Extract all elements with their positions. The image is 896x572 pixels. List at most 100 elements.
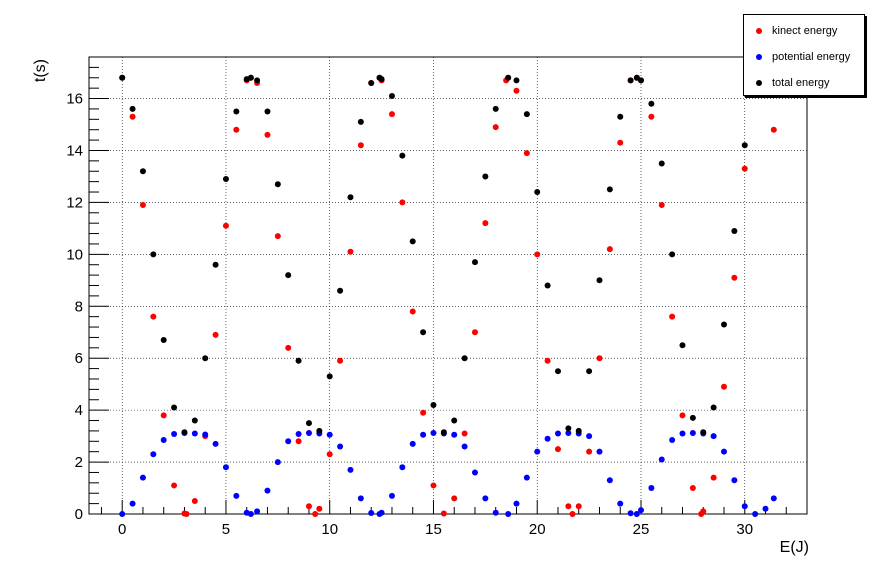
- data-point: [160, 412, 167, 419]
- data-point: [544, 282, 551, 289]
- legend-label: potential energy: [772, 51, 851, 63]
- data-point: [617, 500, 624, 507]
- data-point: [222, 222, 229, 229]
- data-point: [388, 111, 395, 118]
- data-point: [658, 202, 665, 209]
- data-point: [399, 464, 406, 471]
- legend-item-potential: potential energy: [744, 49, 850, 65]
- x-tick-label: 20: [529, 521, 546, 538]
- data-point: [171, 482, 178, 489]
- data-point: [596, 277, 603, 284]
- data-point: [752, 511, 759, 517]
- x-tick-label: 0: [118, 521, 126, 538]
- data-point: [513, 500, 520, 507]
- y-tick-label: 10: [66, 246, 83, 263]
- data-point: [482, 173, 489, 180]
- data-point: [326, 451, 333, 458]
- data-point: [710, 474, 717, 481]
- data-point: [191, 430, 198, 437]
- data-point: [378, 509, 385, 516]
- data-point: [461, 430, 468, 437]
- data-point: [430, 482, 437, 489]
- data-point: [492, 509, 499, 516]
- legend-item-kinect: kinect energy: [744, 23, 837, 39]
- plot-frame: [88, 56, 808, 515]
- data-point: [171, 404, 178, 411]
- data-point: [150, 313, 157, 320]
- data-point: [326, 431, 333, 438]
- data-point: [388, 492, 395, 499]
- data-point: [337, 357, 344, 364]
- data-point: [305, 429, 312, 436]
- data-point: [544, 435, 551, 442]
- data-point: [492, 105, 499, 112]
- data-point: [254, 77, 261, 84]
- data-point: [648, 485, 655, 492]
- data-point: [160, 436, 167, 443]
- data-point: [368, 509, 375, 516]
- data-point: [202, 355, 209, 362]
- data-point: [274, 459, 281, 466]
- data-point: [409, 238, 416, 245]
- data-point: [212, 261, 219, 268]
- data-point: [689, 414, 696, 421]
- data-point: [471, 329, 478, 336]
- data-point: [305, 503, 312, 510]
- data-point: [586, 368, 593, 375]
- data-point: [586, 448, 593, 455]
- data-point: [731, 227, 738, 234]
- data-point: [544, 357, 551, 364]
- data-point: [482, 495, 489, 502]
- data-point: [129, 105, 136, 112]
- data-point: [731, 274, 738, 281]
- data-point: [285, 438, 292, 445]
- data-point: [183, 511, 190, 517]
- data-point: [606, 186, 613, 193]
- data-point: [658, 456, 665, 463]
- data-point: [150, 451, 157, 458]
- data-point: [741, 503, 748, 510]
- data-point: [409, 308, 416, 315]
- data-point: [505, 74, 512, 81]
- data-point: [430, 401, 437, 408]
- data-point: [233, 108, 240, 115]
- data-point: [347, 466, 354, 473]
- y-tick-label: 4: [75, 402, 83, 419]
- data-point: [212, 440, 219, 447]
- data-point: [274, 233, 281, 240]
- data-point: [285, 344, 292, 351]
- data-point: [451, 431, 458, 438]
- data-point: [575, 427, 582, 434]
- data-point: [669, 436, 676, 443]
- data-point: [565, 503, 572, 510]
- data-point: [295, 438, 302, 445]
- y-tick-label: 0: [75, 506, 83, 523]
- data-point: [461, 355, 468, 362]
- legend-label: kinect energy: [772, 25, 838, 37]
- x-tick-label: 15: [425, 521, 442, 538]
- data-point: [689, 429, 696, 436]
- data-point: [368, 79, 375, 86]
- data-point: [420, 409, 427, 416]
- data-point: [233, 492, 240, 499]
- data-point: [720, 321, 727, 328]
- data-point: [305, 420, 312, 427]
- data-point: [222, 464, 229, 471]
- data-point: [337, 443, 344, 450]
- data-point: [264, 487, 271, 494]
- data-point: [569, 511, 576, 517]
- y-axis-label: t(s): [32, 59, 49, 82]
- data-point: [285, 272, 292, 279]
- data-point: [689, 485, 696, 492]
- data-point: [700, 508, 707, 515]
- data-point: [119, 74, 126, 81]
- x-axis-label: E(J): [780, 539, 809, 556]
- legend-label: total energy: [772, 77, 830, 89]
- data-point: [420, 329, 427, 336]
- data-point: [606, 477, 613, 484]
- data-point: [534, 251, 541, 258]
- y-tick-label: 16: [66, 91, 83, 108]
- data-point: [770, 126, 777, 133]
- data-point: [451, 417, 458, 424]
